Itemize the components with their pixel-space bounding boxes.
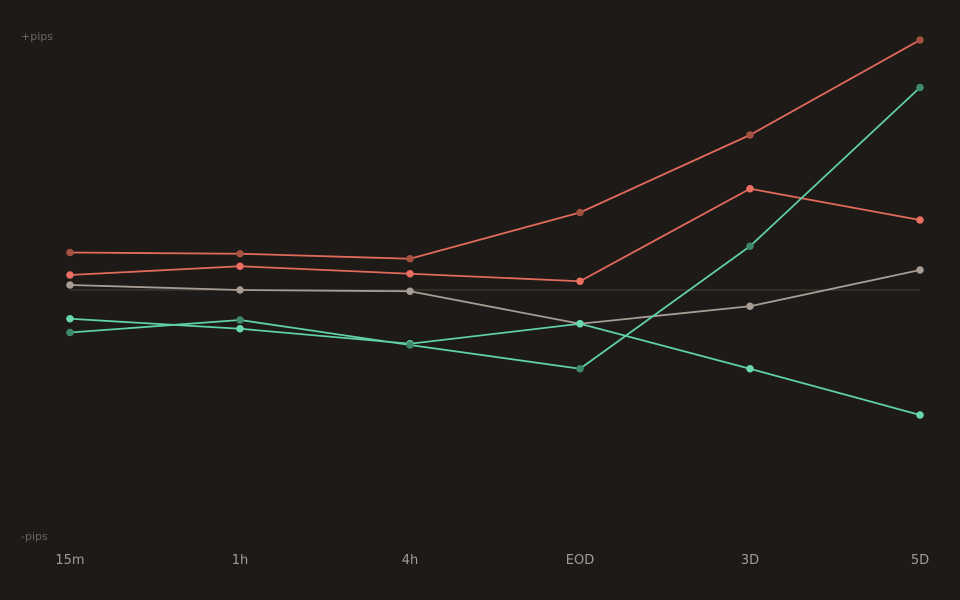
series-2-point-4h <box>406 269 414 278</box>
series-1-point-4h <box>406 254 414 263</box>
series-1-point-5D <box>916 36 924 44</box>
x-axis-ticks: 15m 1h 4h EOD 3D 5D <box>55 553 929 568</box>
x-tick-label: 5D <box>911 553 929 568</box>
series-2-point-5D <box>916 216 924 224</box>
series-points <box>66 36 924 419</box>
x-tick-label: 15m <box>55 553 84 568</box>
series-5-point-EOD <box>576 364 584 373</box>
series-2-point-15m <box>66 271 74 279</box>
y-axis-top-label: +pips <box>21 30 53 43</box>
series-5-point-5D <box>916 83 924 92</box>
x-tick-label: EOD <box>566 553 594 568</box>
series-3-point-15m <box>66 281 74 289</box>
series-lines <box>69 39 921 416</box>
series-1-point-3D <box>746 131 754 139</box>
series-3-point-3D <box>746 302 754 311</box>
series-2-point-3D <box>746 184 754 193</box>
series-1-point-EOD <box>576 208 584 217</box>
series-3-point-4h <box>406 287 414 296</box>
x-tick-label: 1h <box>232 553 249 568</box>
x-tick-label: 4h <box>402 553 419 568</box>
series-1-point-1h <box>236 249 244 258</box>
series-4-point-EOD <box>576 319 584 328</box>
series-2-point-EOD <box>576 277 584 286</box>
series-4-point-5D <box>916 411 924 419</box>
series-4-point-3D <box>746 364 754 373</box>
series-2-line <box>69 187 921 283</box>
series-1-point-15m <box>66 248 74 257</box>
x-tick-label: 3D <box>741 553 759 568</box>
series-5-point-15m <box>66 328 74 337</box>
series-4-point-1h <box>236 324 244 333</box>
y-axis-bottom-label: -pips <box>21 530 48 543</box>
series-5-point-3D <box>746 242 754 251</box>
series-5-line <box>69 86 921 370</box>
series-3-line <box>69 269 921 325</box>
series-3-point-1h <box>236 286 244 294</box>
series-5-point-4h <box>406 341 414 349</box>
series-3-point-5D <box>916 266 924 274</box>
series-1-line <box>69 39 921 260</box>
series-4-point-15m <box>66 314 74 323</box>
series-2-point-1h <box>236 262 244 271</box>
series-4-line <box>69 317 921 416</box>
series-5-point-1h <box>236 316 244 324</box>
